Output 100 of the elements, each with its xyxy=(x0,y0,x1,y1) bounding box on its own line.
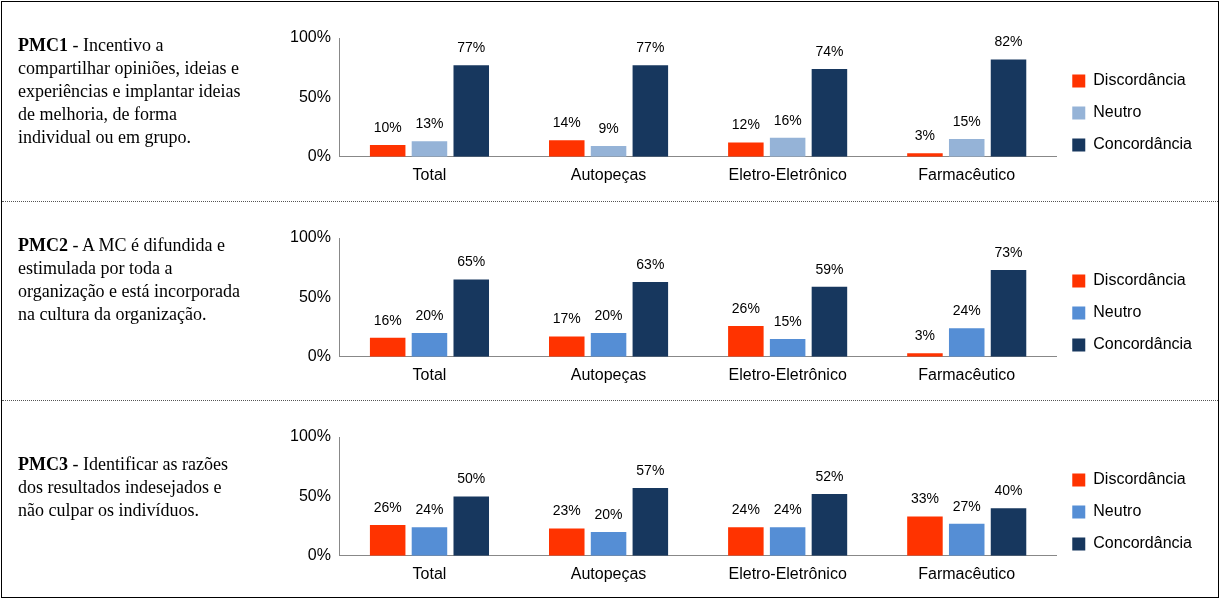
data-label: 59% xyxy=(815,260,844,277)
bar xyxy=(632,65,669,157)
x-tick-label: Farmacêutico xyxy=(918,165,1016,183)
bar xyxy=(453,65,490,157)
y-tick-label: 0% xyxy=(307,347,331,365)
bar xyxy=(948,328,985,357)
data-label: 50% xyxy=(457,470,486,487)
data-label: 24% xyxy=(952,302,981,319)
data-label: 16% xyxy=(773,111,802,128)
data-label: 26% xyxy=(731,299,760,316)
data-label: 13% xyxy=(415,115,444,132)
data-label: 65% xyxy=(457,253,486,270)
bar xyxy=(411,527,448,556)
legend-label: Concordância xyxy=(1093,135,1193,153)
data-label: 15% xyxy=(952,112,981,129)
bar xyxy=(549,336,585,357)
bar xyxy=(590,532,627,556)
data-label: 82% xyxy=(994,33,1023,50)
bar xyxy=(728,325,764,357)
bar xyxy=(549,140,585,157)
bar xyxy=(728,527,764,556)
data-label: 24% xyxy=(773,501,802,518)
data-label: 20% xyxy=(415,306,444,323)
bar xyxy=(590,146,627,157)
x-tick-label: Eletro-Eletrônico xyxy=(728,165,847,183)
x-tick-label: Farmacêutico xyxy=(918,564,1016,582)
data-label: 77% xyxy=(636,39,665,56)
bar xyxy=(811,494,848,556)
data-label: 16% xyxy=(373,311,402,328)
bar xyxy=(369,524,406,556)
data-label: 14% xyxy=(552,114,581,131)
x-tick-label: Eletro-Eletrônico xyxy=(728,365,847,383)
y-tick-label: 50% xyxy=(298,87,331,105)
x-tick-label: Eletro-Eletrônico xyxy=(728,564,847,582)
data-label: 33% xyxy=(910,490,939,507)
bar xyxy=(948,523,985,556)
data-label: 3% xyxy=(914,127,936,144)
x-tick-label: Autopeças xyxy=(570,564,647,582)
bar xyxy=(632,281,669,357)
legend-label: Neutro xyxy=(1093,103,1142,121)
x-tick-label: Farmacêutico xyxy=(918,365,1016,383)
legend-label: Concordância xyxy=(1093,335,1193,353)
data-label: 77% xyxy=(457,39,486,56)
legend-label: Neutro xyxy=(1093,502,1142,520)
x-tick-label: Autopeças xyxy=(570,365,647,383)
data-label: 73% xyxy=(994,243,1023,260)
x-tick-label: Autopeças xyxy=(570,165,647,183)
y-tick-label: 0% xyxy=(307,546,331,564)
bar xyxy=(369,337,406,357)
x-tick-label: Total xyxy=(412,564,447,582)
data-label: 63% xyxy=(636,255,665,272)
data-label: 24% xyxy=(731,501,760,518)
x-tick-label: Total xyxy=(412,165,447,183)
bar xyxy=(728,142,764,157)
bar xyxy=(948,138,985,157)
bar xyxy=(990,508,1027,556)
text: PMC2 xyxy=(18,235,68,255)
data-label: 20% xyxy=(594,505,623,522)
data-label: 17% xyxy=(552,310,581,327)
bar xyxy=(453,496,490,556)
data-label: 23% xyxy=(552,502,581,519)
y-tick-label: 100% xyxy=(290,427,331,445)
bar xyxy=(990,59,1027,157)
data-label: 57% xyxy=(636,461,665,478)
x-tick-label: Total xyxy=(412,365,447,383)
bar xyxy=(990,270,1027,357)
data-label: 40% xyxy=(994,482,1023,499)
bar xyxy=(590,333,627,357)
y-tick-label: 0% xyxy=(307,147,331,165)
data-label: 3% xyxy=(914,327,936,344)
data-label: 20% xyxy=(594,306,623,323)
bar xyxy=(549,528,585,556)
data-label: 74% xyxy=(815,42,844,59)
bar xyxy=(811,68,848,157)
bar xyxy=(769,527,806,556)
bar xyxy=(811,286,848,357)
legend-label: Discordância xyxy=(1093,271,1186,289)
bar xyxy=(369,144,406,157)
legend-label: Concordância xyxy=(1093,534,1193,552)
data-label: 15% xyxy=(773,312,802,329)
bar xyxy=(411,333,448,357)
legend-label: Discordância xyxy=(1093,71,1186,89)
bar xyxy=(769,338,806,357)
bar xyxy=(632,488,669,556)
legend-label: Discordância xyxy=(1093,470,1186,488)
legend-label: Neutro xyxy=(1093,303,1142,321)
text: PMC3 xyxy=(18,454,68,474)
data-label: 52% xyxy=(815,467,844,484)
data-label: 10% xyxy=(373,118,402,135)
data-label: 26% xyxy=(373,498,402,515)
y-tick-label: 50% xyxy=(298,486,331,504)
y-tick-label: 50% xyxy=(298,287,331,305)
y-tick-label: 100% xyxy=(290,228,331,246)
y-tick-label: 100% xyxy=(290,28,331,46)
data-label: 24% xyxy=(415,501,444,518)
data-label: 9% xyxy=(598,119,619,136)
text: PMC1 xyxy=(18,35,68,55)
bar xyxy=(907,516,943,556)
bar xyxy=(453,279,490,357)
data-label: 27% xyxy=(952,497,981,514)
